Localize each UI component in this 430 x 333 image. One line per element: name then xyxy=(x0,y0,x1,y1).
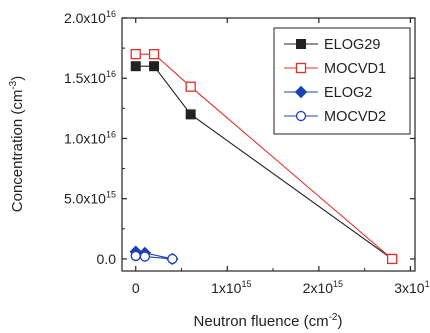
series-line xyxy=(135,53,393,260)
x-tick-label: 0 xyxy=(132,280,140,296)
legend-label: ELOG2 xyxy=(324,85,372,101)
legend-marker xyxy=(296,39,306,49)
data-point xyxy=(148,48,160,60)
x-axis-label: Neutron fluence (cm-2) xyxy=(194,312,343,330)
legend-label: MOCVD2 xyxy=(324,109,386,125)
legend-label: MOCVD1 xyxy=(324,61,386,77)
data-point xyxy=(185,81,196,92)
data-point xyxy=(130,48,141,60)
data-point xyxy=(185,109,196,120)
data-point xyxy=(139,251,151,262)
y-tick-label: 0.0 xyxy=(97,251,117,267)
x-tick-label: 3x1015 xyxy=(394,279,430,296)
y-tick-label: 1.0x1016 xyxy=(64,129,116,146)
plot-frame xyxy=(121,17,416,272)
x-tick-label: 1x1015 xyxy=(211,279,251,296)
y-tick-label: 5.0x1015 xyxy=(64,190,116,207)
legend-marker xyxy=(295,110,307,122)
x-tick-label: 2x1015 xyxy=(303,279,343,296)
data-point xyxy=(130,61,141,72)
data-point xyxy=(149,61,160,72)
series-mocvd1 xyxy=(130,48,398,265)
legend-marker xyxy=(294,85,308,99)
legend-label: ELOG29 xyxy=(324,37,380,53)
axes-layer: 0 1x1015 2x1015 3x1015 0.0 5.0x1015 1.0x1016 1.… xyxy=(64,9,430,296)
series-line xyxy=(135,65,393,260)
y-tick-label: 2.0x1016 xyxy=(64,9,116,26)
y-tick-label: 1.5x1016 xyxy=(64,69,116,86)
plot-layer xyxy=(129,48,398,266)
legend-marker xyxy=(295,62,307,74)
series-mocvd2 xyxy=(130,250,178,265)
data-point xyxy=(386,253,398,265)
legend: ELOG29 MOCVD1 ELOG2 MOCVD2 xyxy=(273,27,411,135)
data-point xyxy=(167,253,178,265)
y-axis-label: Concentration (cm-3) xyxy=(8,76,26,212)
data-point xyxy=(130,250,141,262)
